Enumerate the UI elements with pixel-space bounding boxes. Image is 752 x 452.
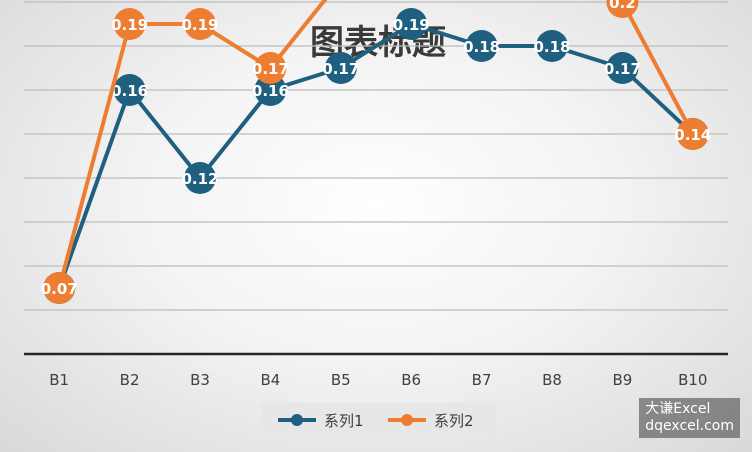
legend-marker [291,414,303,426]
x-tick-label: B6 [401,371,421,389]
x-tick-label: B4 [260,371,280,389]
gridlines [24,1,728,311]
data-point [606,0,639,18]
data-point [395,8,428,40]
data-label: 0.18 [533,38,570,56]
data-label: 0.19 [181,16,218,34]
x-tick-label: B2 [120,371,140,389]
data-point [184,162,216,194]
series-line [57,0,695,289]
data-point [184,8,216,40]
legend: 系列1 系列2 [262,403,496,437]
data-label: 0.19 [393,16,430,34]
legend-marker [401,414,413,426]
data-point [254,74,287,106]
x-tick-label: B3 [190,371,210,389]
legend-label: 系列1 [324,412,364,430]
data-point [324,52,357,84]
x-tick-label: B5 [331,371,351,389]
data-label: 0.14 [674,126,711,144]
data-point [113,8,146,40]
data-label: 0.19 [111,16,148,34]
data-label: 0.16 [252,82,289,100]
data-label: 0.17 [604,60,641,78]
data-label: 0.12 [181,170,218,188]
watermark: 大谦Excel dqexcel.com [639,398,740,438]
data-point [113,74,146,106]
watermark-line1: 大谦Excel [645,401,711,417]
data-label: 0.18 [463,38,500,56]
x-tick-label: B10 [678,371,707,389]
data-point [43,272,76,304]
data-point [254,52,287,84]
series-line [57,22,695,289]
x-tick-label: B9 [612,371,632,389]
data-point [676,118,709,150]
data-label: 0.16 [111,82,148,100]
data-label: 0.2 [609,0,636,12]
x-axis: B1 B2 B3 B4 B5 B6 B7 B8 B9 B10 [24,352,728,389]
series-2: 0.070.190.190.170.210.240.230.240.20.14 [41,0,711,304]
watermark-line2: dqexcel.com [645,418,734,434]
x-tick-label: B7 [472,371,492,389]
data-point [606,52,639,84]
x-tick-label: B1 [49,371,69,389]
data-point [536,30,568,62]
data-label: 0.07 [41,280,78,298]
data-label: 0.17 [322,60,359,78]
legend-label: 系列2 [434,412,474,430]
data-point [465,30,498,62]
series-layer: 0.07 0.16 0.12 0.16 0.17 0.19 0.18 0.18 0.17 0.14… [41,0,711,304]
data-label: 0.17 [252,60,289,78]
x-tick-label: B8 [542,371,562,389]
